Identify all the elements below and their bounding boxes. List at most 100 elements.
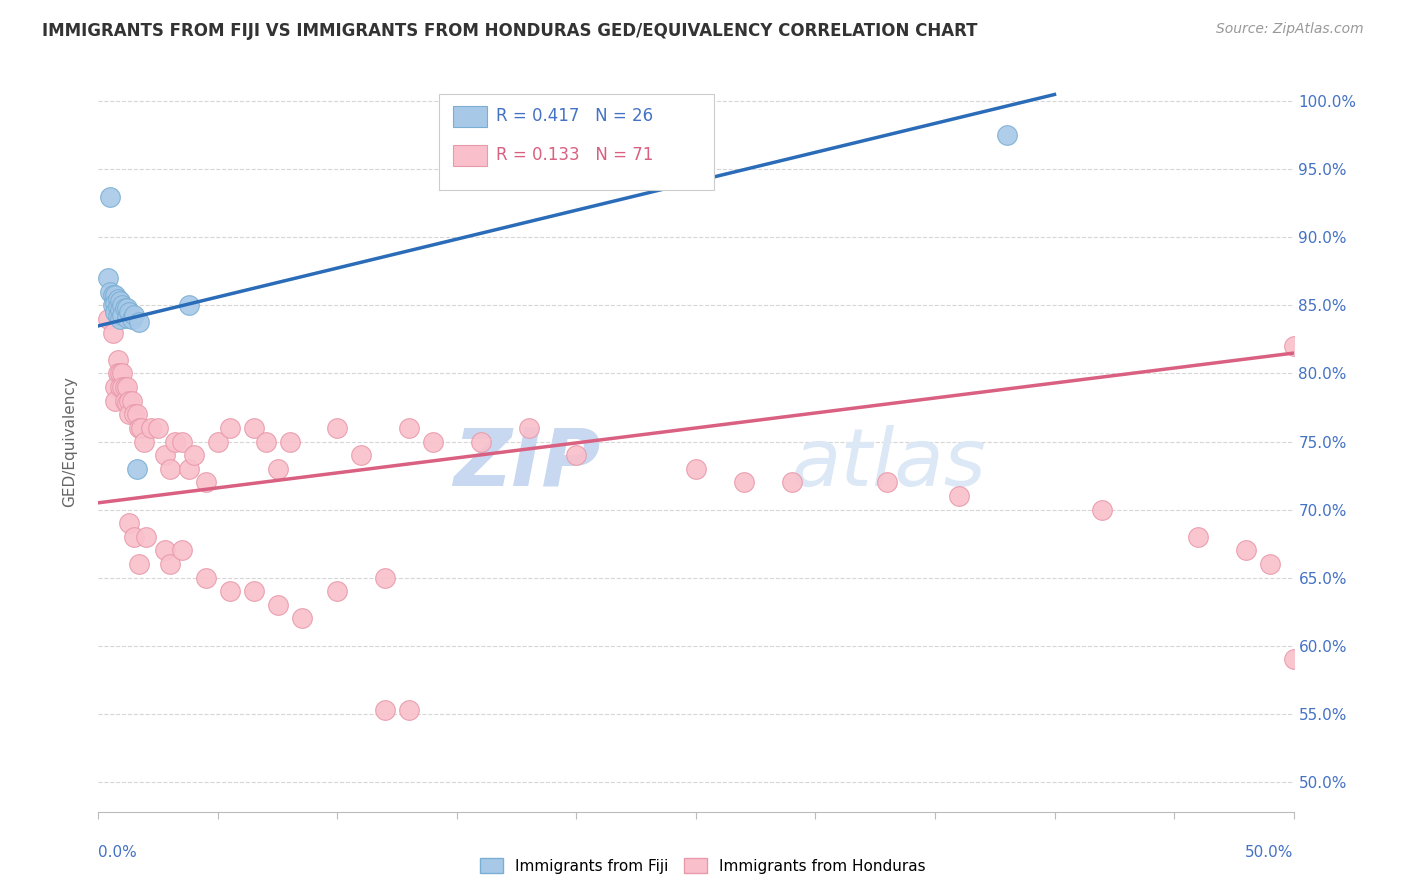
Point <box>125 462 148 476</box>
Point <box>374 571 396 585</box>
Point <box>131 421 153 435</box>
Point <box>124 530 146 544</box>
Point <box>254 434 277 449</box>
Point <box>243 421 266 435</box>
Point <box>121 393 143 408</box>
Point <box>104 305 127 319</box>
Point <box>422 434 444 449</box>
Point <box>108 380 131 394</box>
Point <box>948 489 970 503</box>
Point <box>159 557 181 571</box>
Text: 50.0%: 50.0% <box>1246 845 1294 860</box>
Point <box>104 380 127 394</box>
Point <box>517 421 540 435</box>
Point <box>148 421 170 435</box>
Point <box>118 305 141 319</box>
Point <box>108 312 131 326</box>
Point <box>243 584 266 599</box>
Point <box>398 703 420 717</box>
Text: 0.0%: 0.0% <box>98 845 138 860</box>
Point <box>121 312 143 326</box>
Point <box>267 598 290 612</box>
Point <box>108 367 131 381</box>
Point <box>115 310 138 325</box>
Text: IMMIGRANTS FROM FIJI VS IMMIGRANTS FROM HONDURAS GED/EQUIVALENCY CORRELATION CHA: IMMIGRANTS FROM FIJI VS IMMIGRANTS FROM … <box>42 22 977 40</box>
Point <box>1282 652 1305 666</box>
Point <box>114 380 136 394</box>
Point <box>115 396 138 410</box>
Point <box>565 448 588 462</box>
Point <box>1282 339 1305 353</box>
Point <box>111 308 134 322</box>
Bar <box>453 106 486 127</box>
Point <box>108 294 131 309</box>
Point <box>104 287 127 301</box>
Point <box>172 434 194 449</box>
Point <box>172 543 194 558</box>
Point <box>139 421 162 435</box>
Point <box>124 407 146 421</box>
Point <box>114 393 136 408</box>
Point <box>780 475 803 490</box>
Point <box>98 285 122 299</box>
Legend: Immigrants from Fiji, Immigrants from Honduras: Immigrants from Fiji, Immigrants from Ho… <box>474 852 932 880</box>
Point <box>876 475 898 490</box>
Point <box>115 380 138 394</box>
Point <box>155 543 177 558</box>
Point <box>179 298 201 312</box>
Point <box>155 448 177 462</box>
Point <box>118 393 141 408</box>
Point <box>278 434 301 449</box>
Point <box>114 301 136 315</box>
Point <box>195 571 218 585</box>
Point <box>179 462 201 476</box>
Point <box>101 326 124 340</box>
Point <box>101 298 124 312</box>
Point <box>118 516 141 531</box>
Text: R = 0.133   N = 71: R = 0.133 N = 71 <box>496 146 654 164</box>
Point <box>159 462 181 476</box>
Point <box>104 393 127 408</box>
Point <box>1091 502 1114 516</box>
Point <box>733 475 755 490</box>
Point <box>107 292 129 306</box>
Point <box>118 407 141 421</box>
Point <box>111 380 134 394</box>
FancyBboxPatch shape <box>439 94 714 190</box>
Point <box>219 584 242 599</box>
Point <box>107 300 129 314</box>
Point <box>470 434 492 449</box>
Point <box>108 302 131 317</box>
Point <box>291 611 314 625</box>
Point <box>128 315 150 329</box>
Point <box>685 462 707 476</box>
Point <box>128 557 150 571</box>
Point <box>132 434 155 449</box>
Text: Source: ZipAtlas.com: Source: ZipAtlas.com <box>1216 22 1364 37</box>
Point <box>111 298 134 312</box>
Point <box>125 407 148 421</box>
Y-axis label: GED/Equivalency: GED/Equivalency <box>63 376 77 507</box>
Point <box>1234 543 1257 558</box>
Point <box>1258 557 1281 571</box>
Point <box>107 310 129 324</box>
Point <box>267 462 290 476</box>
Point <box>207 434 229 449</box>
Point <box>195 475 218 490</box>
Point <box>326 584 349 599</box>
Point <box>350 448 373 462</box>
Point <box>97 312 120 326</box>
Point <box>101 287 124 301</box>
Point <box>1187 530 1209 544</box>
Text: ZIP: ZIP <box>453 425 600 503</box>
Text: atlas: atlas <box>792 425 987 503</box>
Bar <box>453 145 486 166</box>
Point <box>128 421 150 435</box>
Point <box>97 271 120 285</box>
Point <box>124 308 146 322</box>
Point <box>326 421 349 435</box>
Point <box>374 703 396 717</box>
Point <box>98 189 122 203</box>
Point <box>107 352 129 367</box>
Point <box>183 448 205 462</box>
